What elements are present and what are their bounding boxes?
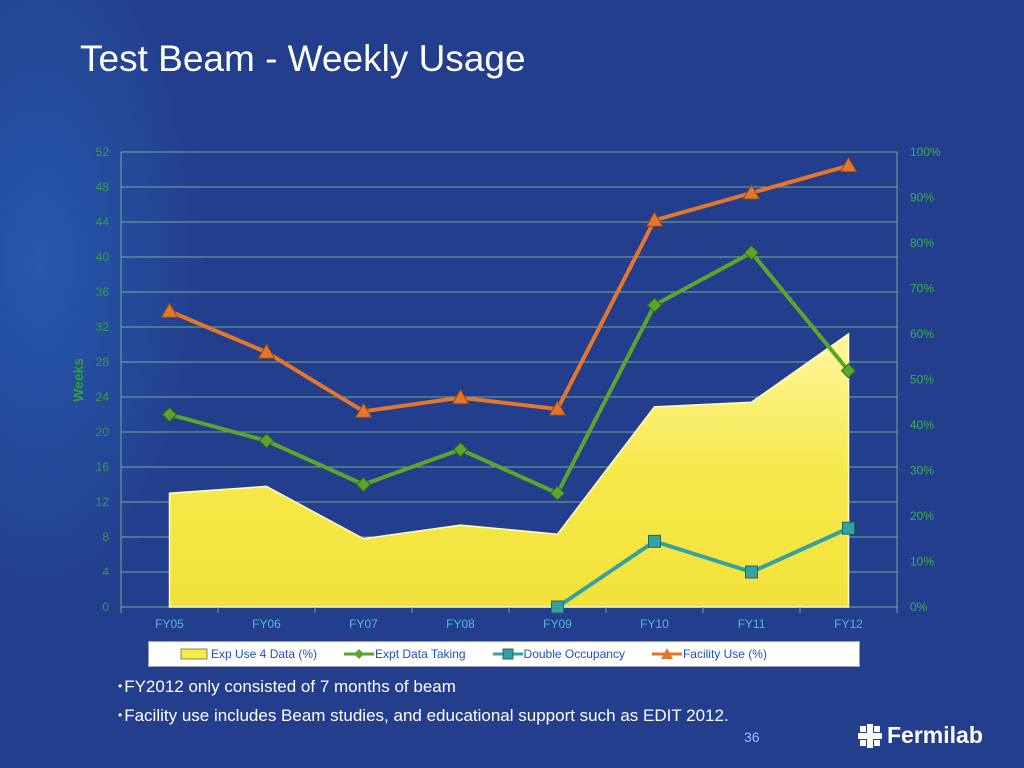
- left-tick-label: 12: [96, 495, 110, 509]
- legend-label: Exp Use 4 Data (%): [211, 647, 318, 661]
- x-tick-label: FY07: [349, 617, 378, 631]
- slide-title: Test Beam - Weekly Usage: [80, 38, 526, 79]
- bullet-item: Facility use includes Beam studies, and …: [118, 701, 728, 730]
- axes: 04812162024283236404448520%10%20%30%40%5…: [70, 145, 941, 631]
- y-axis-title: Weeks: [70, 358, 86, 402]
- legend-swatch-area: [180, 648, 208, 660]
- bullet-item: FY2012 only consisted of 7 months of bea…: [118, 672, 729, 701]
- data-point-triangle: [257, 343, 276, 359]
- left-tick-label: 32: [96, 320, 110, 334]
- right-tick-label: 100%: [910, 145, 941, 159]
- right-tick-label: 70%: [910, 282, 934, 296]
- chart-legend: Exp Use 4 Data (%) Expt Data Taking Double…: [148, 641, 860, 667]
- data-point-diamond: [646, 297, 663, 313]
- right-tick-label: 90%: [910, 191, 934, 205]
- x-tick-label: FY05: [155, 617, 184, 631]
- data-point-square: [745, 565, 758, 579]
- left-tick-label: 40: [96, 250, 110, 264]
- legend-swatch-marker: [354, 649, 365, 659]
- x-tick-label: FY12: [834, 617, 863, 631]
- left-tick-label: 52: [96, 145, 110, 159]
- fermilab-logo: Fermilab: [857, 722, 983, 749]
- data-point-diamond: [355, 476, 372, 493]
- series-line: [556, 526, 850, 609]
- data-point-triangle: [160, 302, 179, 318]
- data-point-triangle: [354, 402, 373, 418]
- right-tick-label: 20%: [910, 509, 934, 523]
- data-point-square: [551, 600, 564, 614]
- left-tick-label: 16: [96, 460, 110, 474]
- data-point-triangle: [742, 183, 761, 200]
- usage-chart: 04812162024283236404448520%10%20%30%40%5…: [70, 145, 941, 631]
- right-tick-label: 30%: [910, 464, 934, 478]
- left-tick-label: 44: [96, 215, 110, 229]
- left-tick-label: 24: [96, 390, 110, 404]
- data-point-diamond: [840, 363, 857, 379]
- legend-swatch: [344, 649, 375, 659]
- legend-swatch-marker: [502, 648, 514, 660]
- left-tick-label: 36: [96, 285, 110, 299]
- right-tick-label: 40%: [910, 418, 934, 432]
- right-tick-label: 0%: [910, 600, 928, 614]
- data-point-square: [842, 521, 855, 535]
- right-tick-label: 50%: [910, 373, 934, 387]
- legend-swatch: [651, 648, 682, 659]
- data-point-triangle: [645, 211, 664, 227]
- series-line: [168, 250, 851, 496]
- left-tick-label: 0: [102, 600, 109, 614]
- data-point-square: [648, 534, 661, 548]
- left-tick-label: 8: [102, 530, 109, 544]
- x-tick-label: FY08: [446, 617, 475, 631]
- legend-item: Exp Use 4 Data (%): [179, 647, 317, 661]
- right-tick-label: 80%: [910, 236, 934, 250]
- data-point-diamond: [549, 485, 566, 501]
- left-tick-label: 4: [102, 565, 109, 579]
- x-tick-label: FY09: [543, 617, 572, 631]
- line-series: [160, 156, 858, 614]
- legend-label: Expt Data Taking: [375, 647, 466, 661]
- area-series: [168, 332, 850, 608]
- legend-item: Double Occupancy: [492, 647, 625, 661]
- legend-swatch: [180, 648, 208, 660]
- data-point-diamond: [161, 406, 178, 423]
- page-number: 36: [744, 729, 760, 745]
- data-point-triangle: [548, 400, 567, 416]
- x-tick-label: FY06: [252, 617, 281, 631]
- data-point-diamond: [452, 441, 469, 458]
- legend-label: Double Occupancy: [523, 647, 625, 661]
- left-tick-label: 28: [96, 355, 110, 369]
- x-tick-label: FY10: [640, 617, 669, 631]
- bullet-list: FY2012 only consisted of 7 months of bea…: [118, 672, 729, 730]
- legend-label: Facility Use (%): [682, 647, 767, 661]
- data-point-diamond: [743, 244, 760, 261]
- left-tick-label: 48: [96, 180, 110, 194]
- area-exp-use: [168, 332, 850, 608]
- fermilab-logo-icon: [858, 723, 882, 748]
- legend-item: Facility Use (%): [651, 647, 767, 661]
- legend-item: Expt Data Taking: [343, 647, 466, 661]
- logo-text: Fermilab: [887, 722, 983, 748]
- legend-swatch-marker: [660, 648, 673, 659]
- x-tick-label: FY11: [738, 617, 766, 631]
- legend-swatch: [492, 648, 523, 660]
- data-point-triangle: [451, 388, 470, 405]
- data-point-diamond: [258, 433, 275, 449]
- right-tick-label: 60%: [910, 327, 934, 341]
- right-tick-label: 10%: [910, 555, 934, 569]
- left-tick-label: 20: [96, 425, 110, 439]
- data-point-triangle: [839, 156, 858, 173]
- series-line: [168, 163, 850, 414]
